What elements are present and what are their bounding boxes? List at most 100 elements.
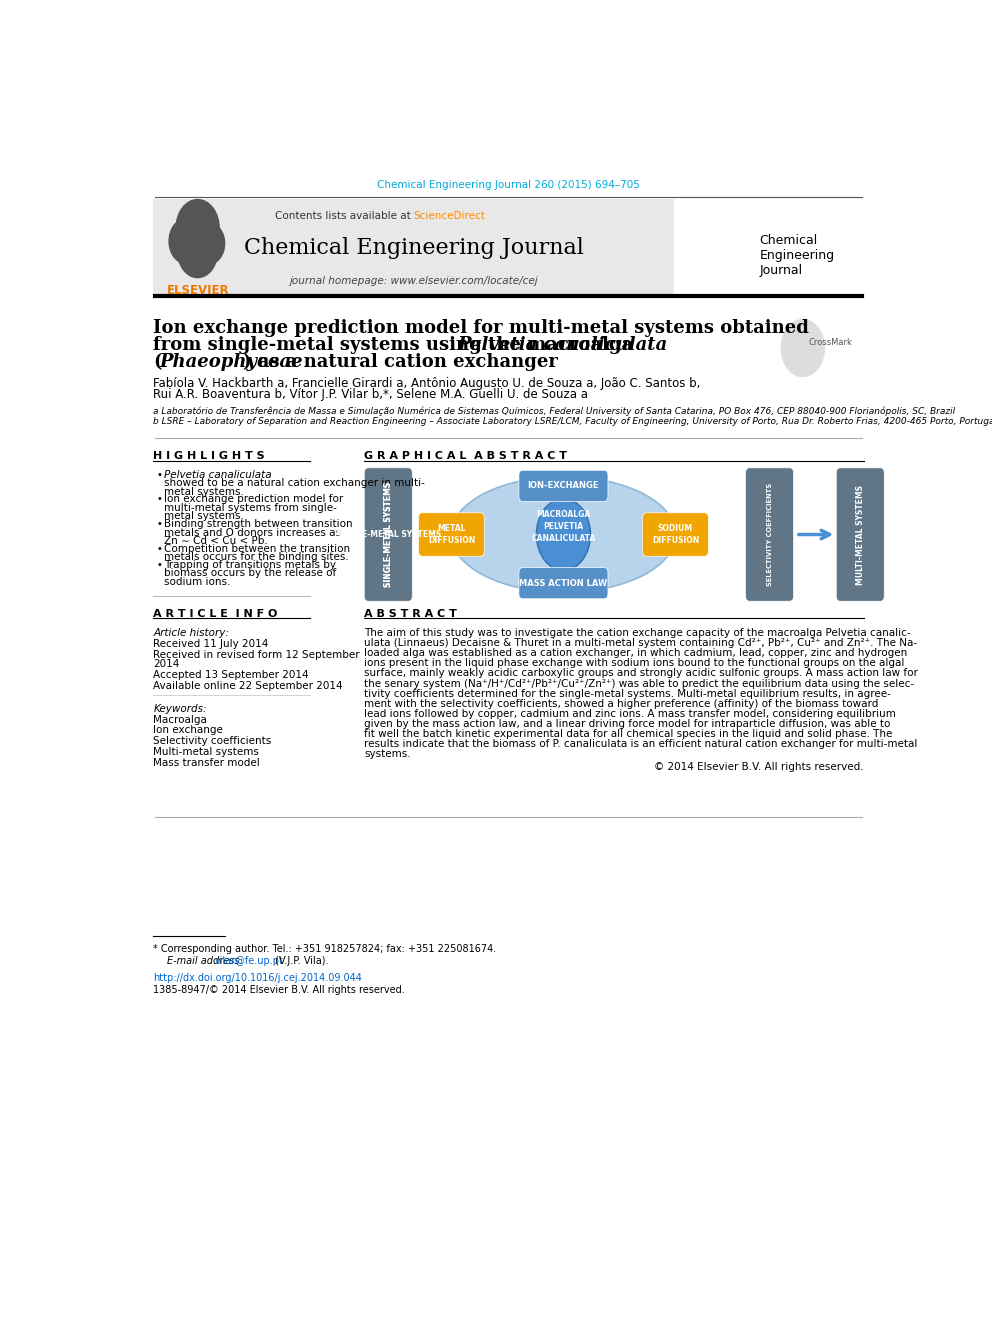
FancyBboxPatch shape bbox=[419, 513, 484, 556]
Text: Competition between the transition: Competition between the transition bbox=[165, 544, 350, 554]
Text: Available online 22 September 2014: Available online 22 September 2014 bbox=[154, 681, 343, 691]
Text: biomass occurs by the release of: biomass occurs by the release of bbox=[165, 569, 336, 578]
Text: Phaeophyceae: Phaeophyceae bbox=[160, 353, 304, 370]
Text: sodium ions.: sodium ions. bbox=[165, 577, 231, 587]
Text: Keywords:: Keywords: bbox=[154, 704, 207, 714]
Text: fit well the batch kinetic experimental data for all chemical species in the liq: fit well the batch kinetic experimental … bbox=[364, 729, 893, 738]
Text: (V.J.P. Vila).: (V.J.P. Vila). bbox=[272, 955, 328, 966]
Text: Ion exchange prediction model for: Ion exchange prediction model for bbox=[165, 495, 343, 504]
Text: Received 11 July 2014: Received 11 July 2014 bbox=[154, 639, 269, 650]
Text: given by the mass action law, and a linear driving force model for intraparticle: given by the mass action law, and a line… bbox=[364, 718, 891, 729]
Ellipse shape bbox=[451, 476, 676, 593]
Text: metal systems.: metal systems. bbox=[165, 487, 244, 496]
Text: a Laboratório de Transferência de Massa e Simulação Numérica de Sistemas Químico: a Laboratório de Transferência de Massa … bbox=[154, 406, 955, 417]
Text: ION-EXCHANGE: ION-EXCHANGE bbox=[528, 482, 599, 491]
Text: tivity coefficients determined for the single-metal systems. Multi-metal equilib: tivity coefficients determined for the s… bbox=[364, 688, 891, 699]
Text: MULTI-METAL SYSTEMS: MULTI-METAL SYSTEMS bbox=[856, 484, 865, 585]
Text: ELSEVIER: ELSEVIER bbox=[167, 284, 229, 298]
Text: MACROALGA
PELVETIA
CANALICULATA: MACROALGA PELVETIA CANALICULATA bbox=[532, 511, 595, 542]
Text: Selectivity coefficients: Selectivity coefficients bbox=[154, 737, 272, 746]
Text: showed to be a natural cation exchanger in multi-: showed to be a natural cation exchanger … bbox=[165, 479, 426, 488]
Text: E-mail address:: E-mail address: bbox=[167, 955, 245, 966]
Text: MASS ACTION LAW: MASS ACTION LAW bbox=[519, 578, 607, 587]
Circle shape bbox=[178, 225, 217, 278]
Text: METAL
DIFFUSION: METAL DIFFUSION bbox=[428, 524, 475, 545]
Text: surface, mainly weakly acidic carboxylic groups and strongly acidic sulfonic gro: surface, mainly weakly acidic carboxylic… bbox=[364, 668, 919, 679]
Text: 1385-8947/© 2014 Elsevier B.V. All rights reserved.: 1385-8947/© 2014 Elsevier B.V. All right… bbox=[154, 984, 405, 995]
Circle shape bbox=[193, 224, 224, 263]
Text: metals and O donors increases as: metals and O donors increases as bbox=[165, 528, 341, 537]
Text: Accepted 13 September 2014: Accepted 13 September 2014 bbox=[154, 669, 310, 680]
Text: b LSRE – Laboratory of Separation and Reaction Engineering – Associate Laborator: b LSRE – Laboratory of Separation and Re… bbox=[154, 418, 992, 426]
Text: Multi-metal systems: Multi-metal systems bbox=[154, 747, 259, 757]
Text: Pelvetia canaliculata: Pelvetia canaliculata bbox=[457, 336, 668, 353]
Text: Pelvetia canaliculata: Pelvetia canaliculata bbox=[165, 470, 272, 480]
Text: ScienceDirect: ScienceDirect bbox=[414, 212, 486, 221]
Text: Rui A.R. Boaventura b, Vítor J.P. Vilar b,*, Selene M.A. Guelli U. de Souza a: Rui A.R. Boaventura b, Vítor J.P. Vilar … bbox=[154, 388, 588, 401]
Text: metals occurs for the binding sites.: metals occurs for the binding sites. bbox=[165, 552, 349, 562]
Text: A R T I C L E  I N F O: A R T I C L E I N F O bbox=[154, 609, 278, 619]
Text: results indicate that the biomass of P. canaliculata is an efficient natural cat: results indicate that the biomass of P. … bbox=[364, 738, 918, 749]
Text: Received in revised form 12 September: Received in revised form 12 September bbox=[154, 650, 360, 660]
Text: metal systems.: metal systems. bbox=[165, 512, 244, 521]
Text: http://dx.doi.org/10.1016/j.cej.2014.09.044: http://dx.doi.org/10.1016/j.cej.2014.09.… bbox=[154, 974, 362, 983]
Text: SINGLE-METAL SYSTEMS: SINGLE-METAL SYSTEMS bbox=[384, 482, 393, 587]
Text: lead ions followed by copper, cadmium and zinc ions. A mass transfer model, cons: lead ions followed by copper, cadmium an… bbox=[364, 709, 896, 718]
Text: SODIUM
DIFFUSION: SODIUM DIFFUSION bbox=[652, 524, 699, 545]
Text: Article history:: Article history: bbox=[154, 628, 229, 639]
Text: CrossMark: CrossMark bbox=[808, 337, 852, 347]
Text: loaded alga was established as a cation exchanger, in which cadmium, lead, coppe: loaded alga was established as a cation … bbox=[364, 648, 908, 659]
Bar bbox=[195, 255, 200, 269]
Text: •: • bbox=[157, 544, 163, 554]
FancyBboxPatch shape bbox=[364, 468, 413, 601]
Text: systems.: systems. bbox=[364, 749, 411, 758]
Text: Contents lists available at: Contents lists available at bbox=[275, 212, 414, 221]
Text: Mass transfer model: Mass transfer model bbox=[154, 758, 260, 767]
Text: SINGLE-METAL SYSTEMS: SINGLE-METAL SYSTEMS bbox=[384, 482, 393, 587]
FancyBboxPatch shape bbox=[519, 470, 608, 501]
Text: •: • bbox=[157, 560, 163, 570]
Text: SINGLE-METAL SYSTEMS: SINGLE-METAL SYSTEMS bbox=[335, 531, 440, 538]
Text: Binding strength between transition: Binding strength between transition bbox=[165, 519, 353, 529]
Circle shape bbox=[177, 200, 219, 257]
FancyBboxPatch shape bbox=[643, 513, 708, 556]
FancyBboxPatch shape bbox=[364, 468, 413, 601]
Text: Zn ∼ Cd < Cu < Pb.: Zn ∼ Cd < Cu < Pb. bbox=[165, 536, 268, 546]
Text: from single-metal systems using the macroalga: from single-metal systems using the macr… bbox=[154, 336, 640, 353]
Text: journal homepage: www.elsevier.com/locate/cej: journal homepage: www.elsevier.com/locat… bbox=[290, 275, 539, 286]
Text: Chemical Engineering Journal 260 (2015) 694–705: Chemical Engineering Journal 260 (2015) … bbox=[377, 180, 640, 191]
Text: G R A P H I C A L  A B S T R A C T: G R A P H I C A L A B S T R A C T bbox=[364, 451, 567, 462]
Text: ulata (Linnaeus) Decaisne & Thuret in a multi-metal system containing Cd²⁺, Pb²⁺: ulata (Linnaeus) Decaisne & Thuret in a … bbox=[364, 639, 918, 648]
Text: Ion exchange: Ion exchange bbox=[154, 725, 223, 736]
Text: the senary system (Na⁺/H⁺/Cd²⁺/Pb²⁺/Cu²⁺/Zn²⁺) was able to predict the equilibri: the senary system (Na⁺/H⁺/Cd²⁺/Pb²⁺/Cu²⁺… bbox=[364, 679, 915, 688]
Circle shape bbox=[169, 218, 203, 263]
Text: Ion exchange prediction model for multi-metal systems obtained: Ion exchange prediction model for multi-… bbox=[154, 319, 809, 337]
Circle shape bbox=[782, 320, 824, 377]
Text: © 2014 Elsevier B.V. All rights reserved.: © 2014 Elsevier B.V. All rights reserved… bbox=[655, 762, 864, 773]
Text: ment with the selectivity coefficients, showed a higher preference (affinity) of: ment with the selectivity coefficients, … bbox=[364, 699, 879, 709]
Text: Fabíola V. Hackbarth a, Francielle Girardi a, Antônio Augusto U. de Souza a, Joã: Fabíola V. Hackbarth a, Francielle Girar… bbox=[154, 377, 700, 390]
Text: The aim of this study was to investigate the cation exchange capacity of the mac: The aim of this study was to investigate… bbox=[364, 628, 911, 639]
Text: ) as a natural cation exchanger: ) as a natural cation exchanger bbox=[243, 353, 558, 370]
Text: ions present in the liquid phase exchange with sodium ions bound to the function: ions present in the liquid phase exchang… bbox=[364, 659, 905, 668]
FancyBboxPatch shape bbox=[519, 568, 608, 599]
Text: Chemical Engineering Journal: Chemical Engineering Journal bbox=[244, 237, 583, 259]
Text: •: • bbox=[157, 470, 163, 480]
Text: SELECTIVITY COEFFICIENTS: SELECTIVITY COEFFICIENTS bbox=[767, 483, 773, 586]
FancyBboxPatch shape bbox=[746, 468, 794, 601]
FancyBboxPatch shape bbox=[836, 468, 884, 601]
Text: Macroalga: Macroalga bbox=[154, 714, 207, 725]
Text: (: ( bbox=[154, 353, 162, 370]
Text: 2014: 2014 bbox=[154, 659, 180, 669]
Ellipse shape bbox=[537, 499, 590, 570]
Text: Trapping of transitions metals by: Trapping of transitions metals by bbox=[165, 560, 336, 570]
Text: multi-metal systems from single-: multi-metal systems from single- bbox=[165, 503, 337, 513]
Text: A B S T R A C T: A B S T R A C T bbox=[364, 609, 457, 619]
Text: H I G H L I G H T S: H I G H L I G H T S bbox=[154, 451, 265, 462]
Text: •: • bbox=[157, 495, 163, 504]
Text: •: • bbox=[157, 519, 163, 529]
Text: Chemical
Engineering
Journal: Chemical Engineering Journal bbox=[760, 234, 834, 278]
Bar bbox=[154, 198, 675, 294]
Text: vilar@fe.up.pt: vilar@fe.up.pt bbox=[214, 955, 283, 966]
Text: * Corresponding author. Tel.: +351 918257824; fax: +351 225081674.: * Corresponding author. Tel.: +351 91825… bbox=[154, 945, 497, 954]
